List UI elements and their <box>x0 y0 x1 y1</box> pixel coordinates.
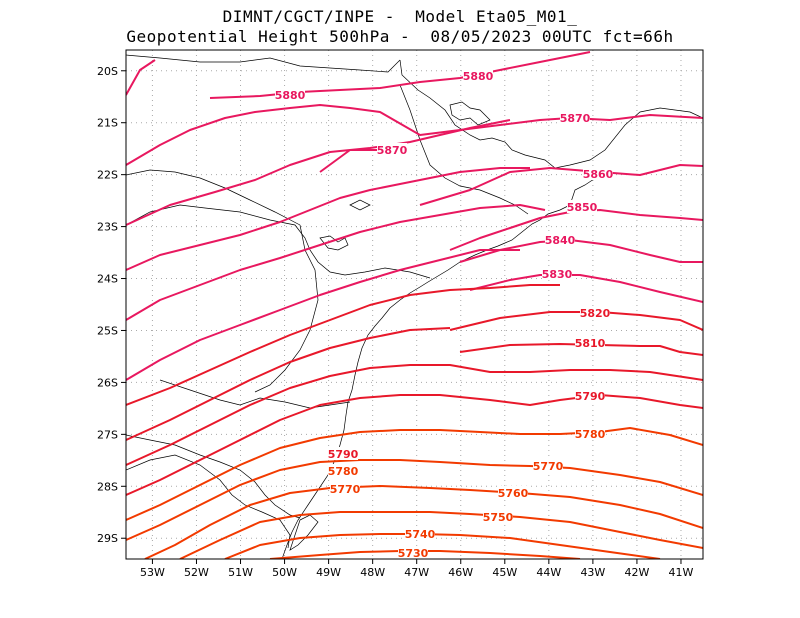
contour-label-bg <box>575 336 605 349</box>
contour-label-5790: 5790 <box>575 390 606 403</box>
lat-tick-label: 25S <box>97 324 118 337</box>
lat-tick-label: 29S <box>97 532 118 545</box>
contour-5830 <box>126 249 703 381</box>
coastline-south <box>281 174 601 559</box>
contour-labels: 5880 5870 5860 5850 5840 5830 5820 5810 5790 5780… <box>275 69 614 560</box>
contour-label-bg <box>583 167 613 180</box>
lon-tick-label: 50W <box>272 566 297 579</box>
contour-5810 <box>126 327 703 441</box>
lon-tick-label: 44W <box>536 566 561 579</box>
state-border-ms-sp <box>126 169 301 226</box>
lon-tick-label: 47W <box>404 566 429 579</box>
contour-label-bg <box>463 69 493 82</box>
lat-tick-label: 27S <box>97 428 118 441</box>
contour-label-5740: 5740 <box>405 528 436 541</box>
contour-label-5850: 5850 <box>567 201 598 214</box>
contour-label-bg <box>560 111 590 124</box>
contour-label-bg <box>398 546 428 559</box>
contour-label-bg <box>275 88 305 101</box>
reservoir <box>449 101 491 126</box>
contour-label-bg <box>328 447 358 460</box>
contour-label-5830: 5830 <box>542 268 573 281</box>
plot-frame <box>125 49 704 560</box>
contour-label-bg <box>545 233 575 246</box>
contour-label-5770: 5770 <box>330 483 361 496</box>
lagoon <box>289 514 319 551</box>
contour-label-bg <box>575 389 605 402</box>
contour-label-5860: 5860 <box>583 168 614 181</box>
contour-5790 <box>126 394 703 496</box>
contour-label-5870: 5870 <box>377 144 408 157</box>
contour-label-bg <box>580 306 610 319</box>
state-border-pr-sc <box>159 379 351 409</box>
contour-5770 <box>126 459 703 541</box>
contour-label-bg <box>575 427 605 440</box>
lon-tick-label: 51W <box>228 566 253 579</box>
state-border-pr <box>126 204 431 279</box>
contour-label-5780: 5780 <box>575 428 606 441</box>
lat-tick-label: 20S <box>97 65 118 78</box>
country-border-west <box>254 224 319 393</box>
contour-5870 <box>126 104 703 166</box>
lon-tick-label: 43W <box>580 566 605 579</box>
lat-lon-grid <box>126 50 703 559</box>
contour-label-bg <box>498 486 528 499</box>
contour-label-5820: 5820 <box>580 307 611 320</box>
contour-label-5760: 5760 <box>498 487 529 500</box>
axes: 53W 52W 51W 50W 49W 48W 47W 46W 45W 44W 43W 42W 41W 2… <box>97 65 694 579</box>
contour-5860 <box>126 119 703 226</box>
lat-tick-label: 21S <box>97 117 118 130</box>
map-title-line1: DIMNT/CGCT/INPE - Model Eta05_M01_ <box>222 7 578 26</box>
lon-tick-label: 46W <box>448 566 473 579</box>
contour-label-bg <box>328 464 358 477</box>
contour-5740 <box>224 533 661 559</box>
contour-label-bg <box>330 482 360 495</box>
contour-label-bg <box>377 143 407 156</box>
contour-label-bg <box>542 267 572 280</box>
coastline <box>399 59 703 169</box>
lon-tick-label: 41W <box>669 566 694 579</box>
reservoir-3 <box>349 199 371 211</box>
lon-tick-label: 42W <box>624 566 649 579</box>
reservoir-2 <box>319 235 349 251</box>
contour-label-5870: 5870 <box>560 112 591 125</box>
contour-label-bg <box>405 527 435 540</box>
contour-label-5730: 5730 <box>398 547 429 560</box>
lon-tick-label: 48W <box>360 566 385 579</box>
country-border-uruguay <box>126 454 291 549</box>
contour-label-5770: 5770 <box>533 460 564 473</box>
lon-tick-label: 45W <box>492 566 517 579</box>
state-border-mg-sp <box>126 54 401 73</box>
contour-label-5790: 5790 <box>328 448 359 461</box>
lon-tick-label: 53W <box>140 566 165 579</box>
contour-label-5840: 5840 <box>545 234 576 247</box>
lat-tick-label: 22S <box>97 169 118 182</box>
state-border-sp-mg <box>399 84 529 215</box>
map-title-line2: Geopotential Height 500hPa - 08/05/2023 … <box>126 27 674 46</box>
lat-tick-label: 26S <box>97 376 118 389</box>
contour-5780 <box>126 427 703 521</box>
contour-label-5780: 5780 <box>328 465 359 478</box>
contour-lines <box>126 51 703 559</box>
lat-tick-label: 28S <box>97 480 118 493</box>
contour-label-5880: 5880 <box>275 89 306 102</box>
contour-label-5880: 5880 <box>463 70 494 83</box>
contour-5760 <box>144 485 703 559</box>
political-borders <box>126 54 703 559</box>
contour-label-bg <box>483 510 513 523</box>
contour-5840 <box>126 204 703 321</box>
lon-tick-label: 52W <box>184 566 209 579</box>
contour-label-bg <box>533 459 563 472</box>
state-border-sc-rs <box>126 434 301 519</box>
lat-tick-label: 23S <box>97 221 118 234</box>
contour-5880 <box>126 51 591 99</box>
contour-label-5810: 5810 <box>575 337 606 350</box>
lat-tick-label: 24S <box>97 273 118 286</box>
contour-label-bg <box>567 200 597 213</box>
contour-5800 <box>126 364 703 466</box>
contour-5750 <box>179 511 703 559</box>
contour-label-5750: 5750 <box>483 511 514 524</box>
lon-tick-label: 49W <box>316 566 341 579</box>
